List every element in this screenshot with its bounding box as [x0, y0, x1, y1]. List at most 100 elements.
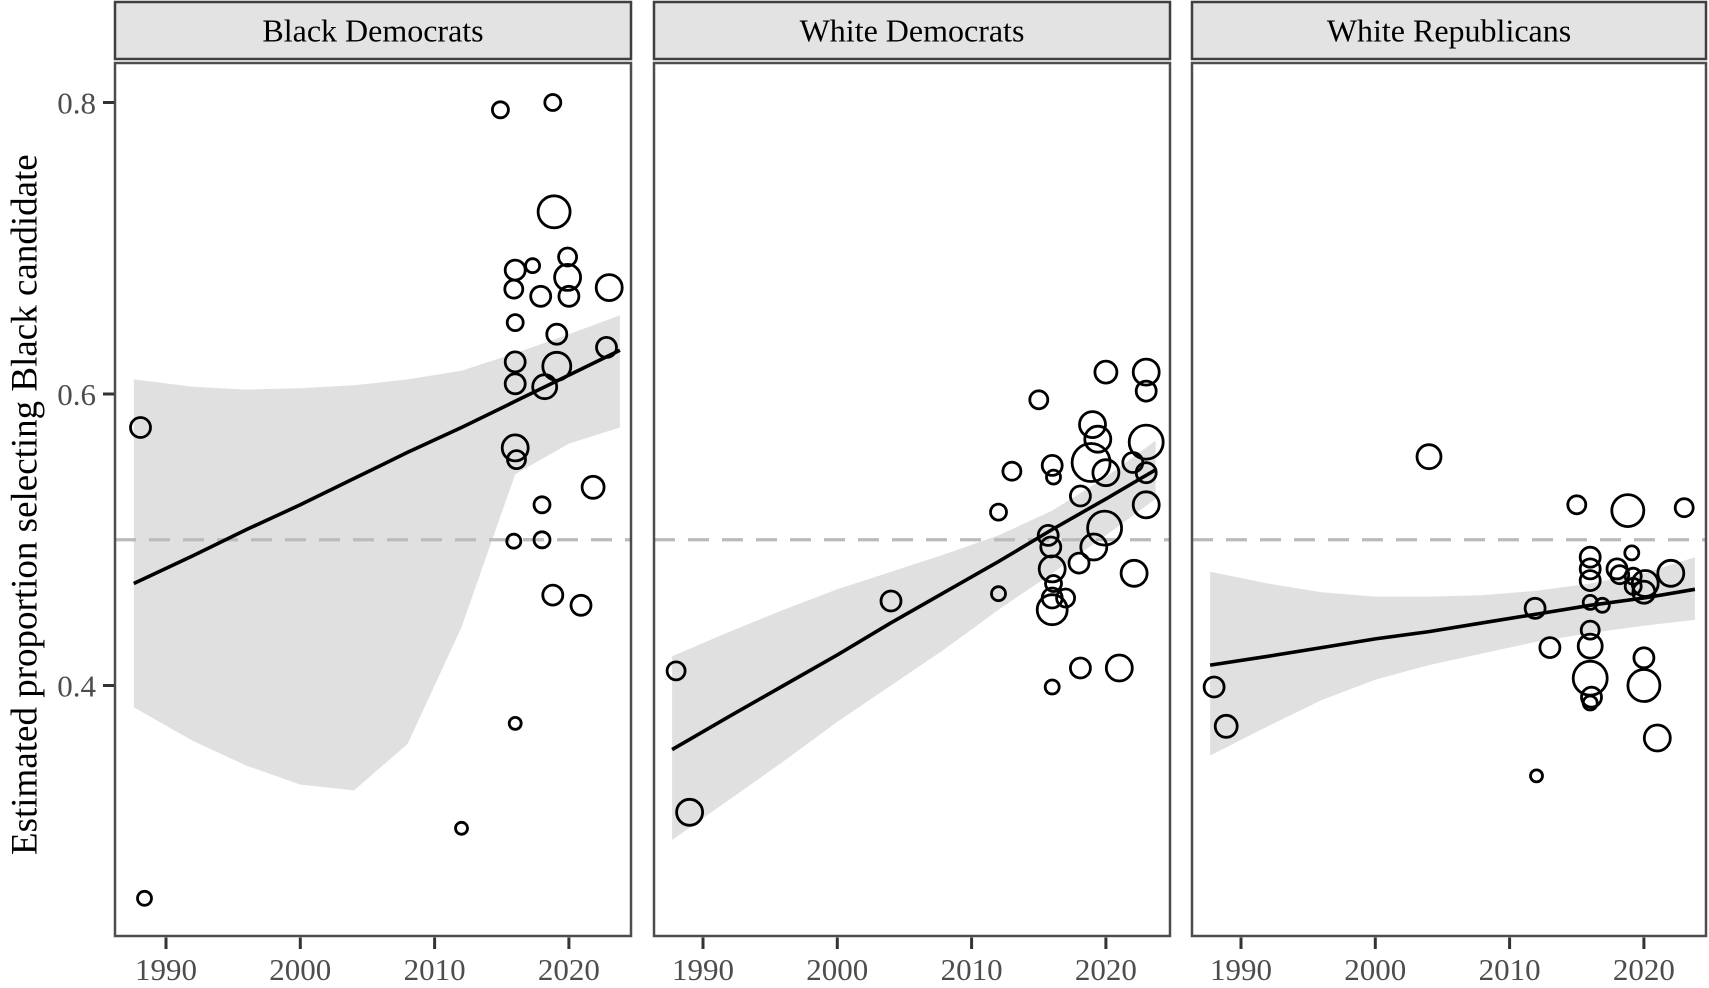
data-point [129, 416, 152, 439]
data-point [503, 258, 527, 282]
data-point [1104, 653, 1134, 683]
x-tick-label: 2020 [538, 952, 600, 987]
data-point [1079, 532, 1109, 562]
data-point [490, 100, 510, 120]
facet-strip [652, 0, 1172, 61]
x-tick-label: 1990 [672, 952, 734, 987]
data-point [1001, 460, 1023, 482]
data-point [1028, 389, 1050, 411]
data-point [1630, 569, 1660, 598]
data-point [1040, 453, 1064, 477]
data-point [557, 246, 578, 268]
y-tick-label: 0.4 [57, 669, 96, 704]
data-point [1131, 490, 1161, 520]
data-point [1623, 544, 1641, 562]
data-point [665, 660, 687, 682]
data-point [675, 797, 704, 827]
panel-border [113, 61, 633, 938]
data-point [1631, 579, 1657, 605]
x-tick-label: 1990 [1210, 952, 1272, 987]
data-point [1119, 558, 1149, 588]
data-point [1093, 359, 1119, 385]
confidence-band [672, 440, 1156, 840]
data-point [507, 716, 523, 731]
data-point [1523, 596, 1547, 620]
data-point [595, 335, 618, 359]
trend-line [133, 348, 621, 586]
y-tick-label: 0.8 [57, 86, 96, 121]
data-point [557, 284, 581, 308]
data-point [1213, 713, 1239, 739]
x-tick-label: 2000 [269, 952, 331, 987]
data-point [1134, 379, 1158, 403]
facet-strip-label: White Democrats [800, 13, 1025, 49]
trend-line [671, 468, 1157, 752]
data-point [500, 433, 530, 463]
data-point [1127, 423, 1165, 461]
x-tick-label: 2000 [806, 952, 868, 987]
x-tick-label: 2020 [1613, 952, 1675, 987]
data-point [1067, 551, 1091, 575]
data-point [1673, 497, 1695, 519]
data-point [1131, 357, 1161, 387]
data-point [1609, 564, 1631, 586]
data-point [1044, 574, 1063, 593]
data-point [553, 262, 582, 292]
data-point [1566, 494, 1588, 516]
trend-line [1209, 587, 1696, 667]
data-point [1580, 685, 1603, 709]
data-point [1045, 468, 1062, 486]
x-tick-label: 1990 [135, 952, 197, 987]
data-point [545, 322, 569, 346]
facet-strip-label: Black Democrats [262, 13, 483, 49]
data-point [454, 820, 469, 836]
data-point [1069, 484, 1092, 508]
data-point [990, 585, 1007, 603]
data-point [503, 372, 527, 396]
data-point [536, 194, 572, 230]
data-point [524, 257, 541, 275]
data-point [1593, 596, 1611, 614]
x-tick-label: 2020 [1075, 952, 1137, 987]
x-tick-label: 2010 [1479, 952, 1541, 987]
facet-strip [1190, 0, 1708, 61]
data-point [531, 373, 559, 401]
data-point [1037, 554, 1067, 584]
data-point [529, 284, 553, 308]
data-point [1579, 619, 1601, 641]
data-point [1202, 675, 1226, 699]
data-point [1632, 646, 1656, 670]
data-point [136, 889, 153, 907]
data-point [580, 474, 606, 500]
data-point [503, 278, 525, 300]
data-point [1642, 723, 1672, 753]
data-point [1070, 442, 1112, 483]
data-point [506, 449, 527, 471]
data-point [1035, 593, 1069, 627]
data-point [1578, 557, 1602, 581]
panel-border [1190, 61, 1708, 938]
data-point [541, 583, 565, 607]
confidence-band [133, 315, 620, 791]
data-point [505, 532, 523, 550]
facet-strip [113, 0, 633, 61]
data-point [505, 313, 525, 333]
data-point [1415, 443, 1443, 471]
data-point [1581, 694, 1599, 712]
data-point [1055, 587, 1076, 609]
data-point [1083, 424, 1113, 454]
data-point [1571, 659, 1609, 697]
data-point [1078, 410, 1107, 440]
x-tick-label: 2010 [941, 952, 1003, 987]
data-point [1576, 632, 1604, 660]
data-point [594, 273, 624, 303]
data-point [879, 589, 903, 613]
panel-border [652, 61, 1172, 938]
data-point [1656, 558, 1686, 588]
data-point [1578, 569, 1602, 592]
data-point [503, 350, 527, 374]
data-point [989, 502, 1008, 522]
x-tick-label: 2010 [404, 952, 466, 987]
data-point [1134, 461, 1158, 485]
